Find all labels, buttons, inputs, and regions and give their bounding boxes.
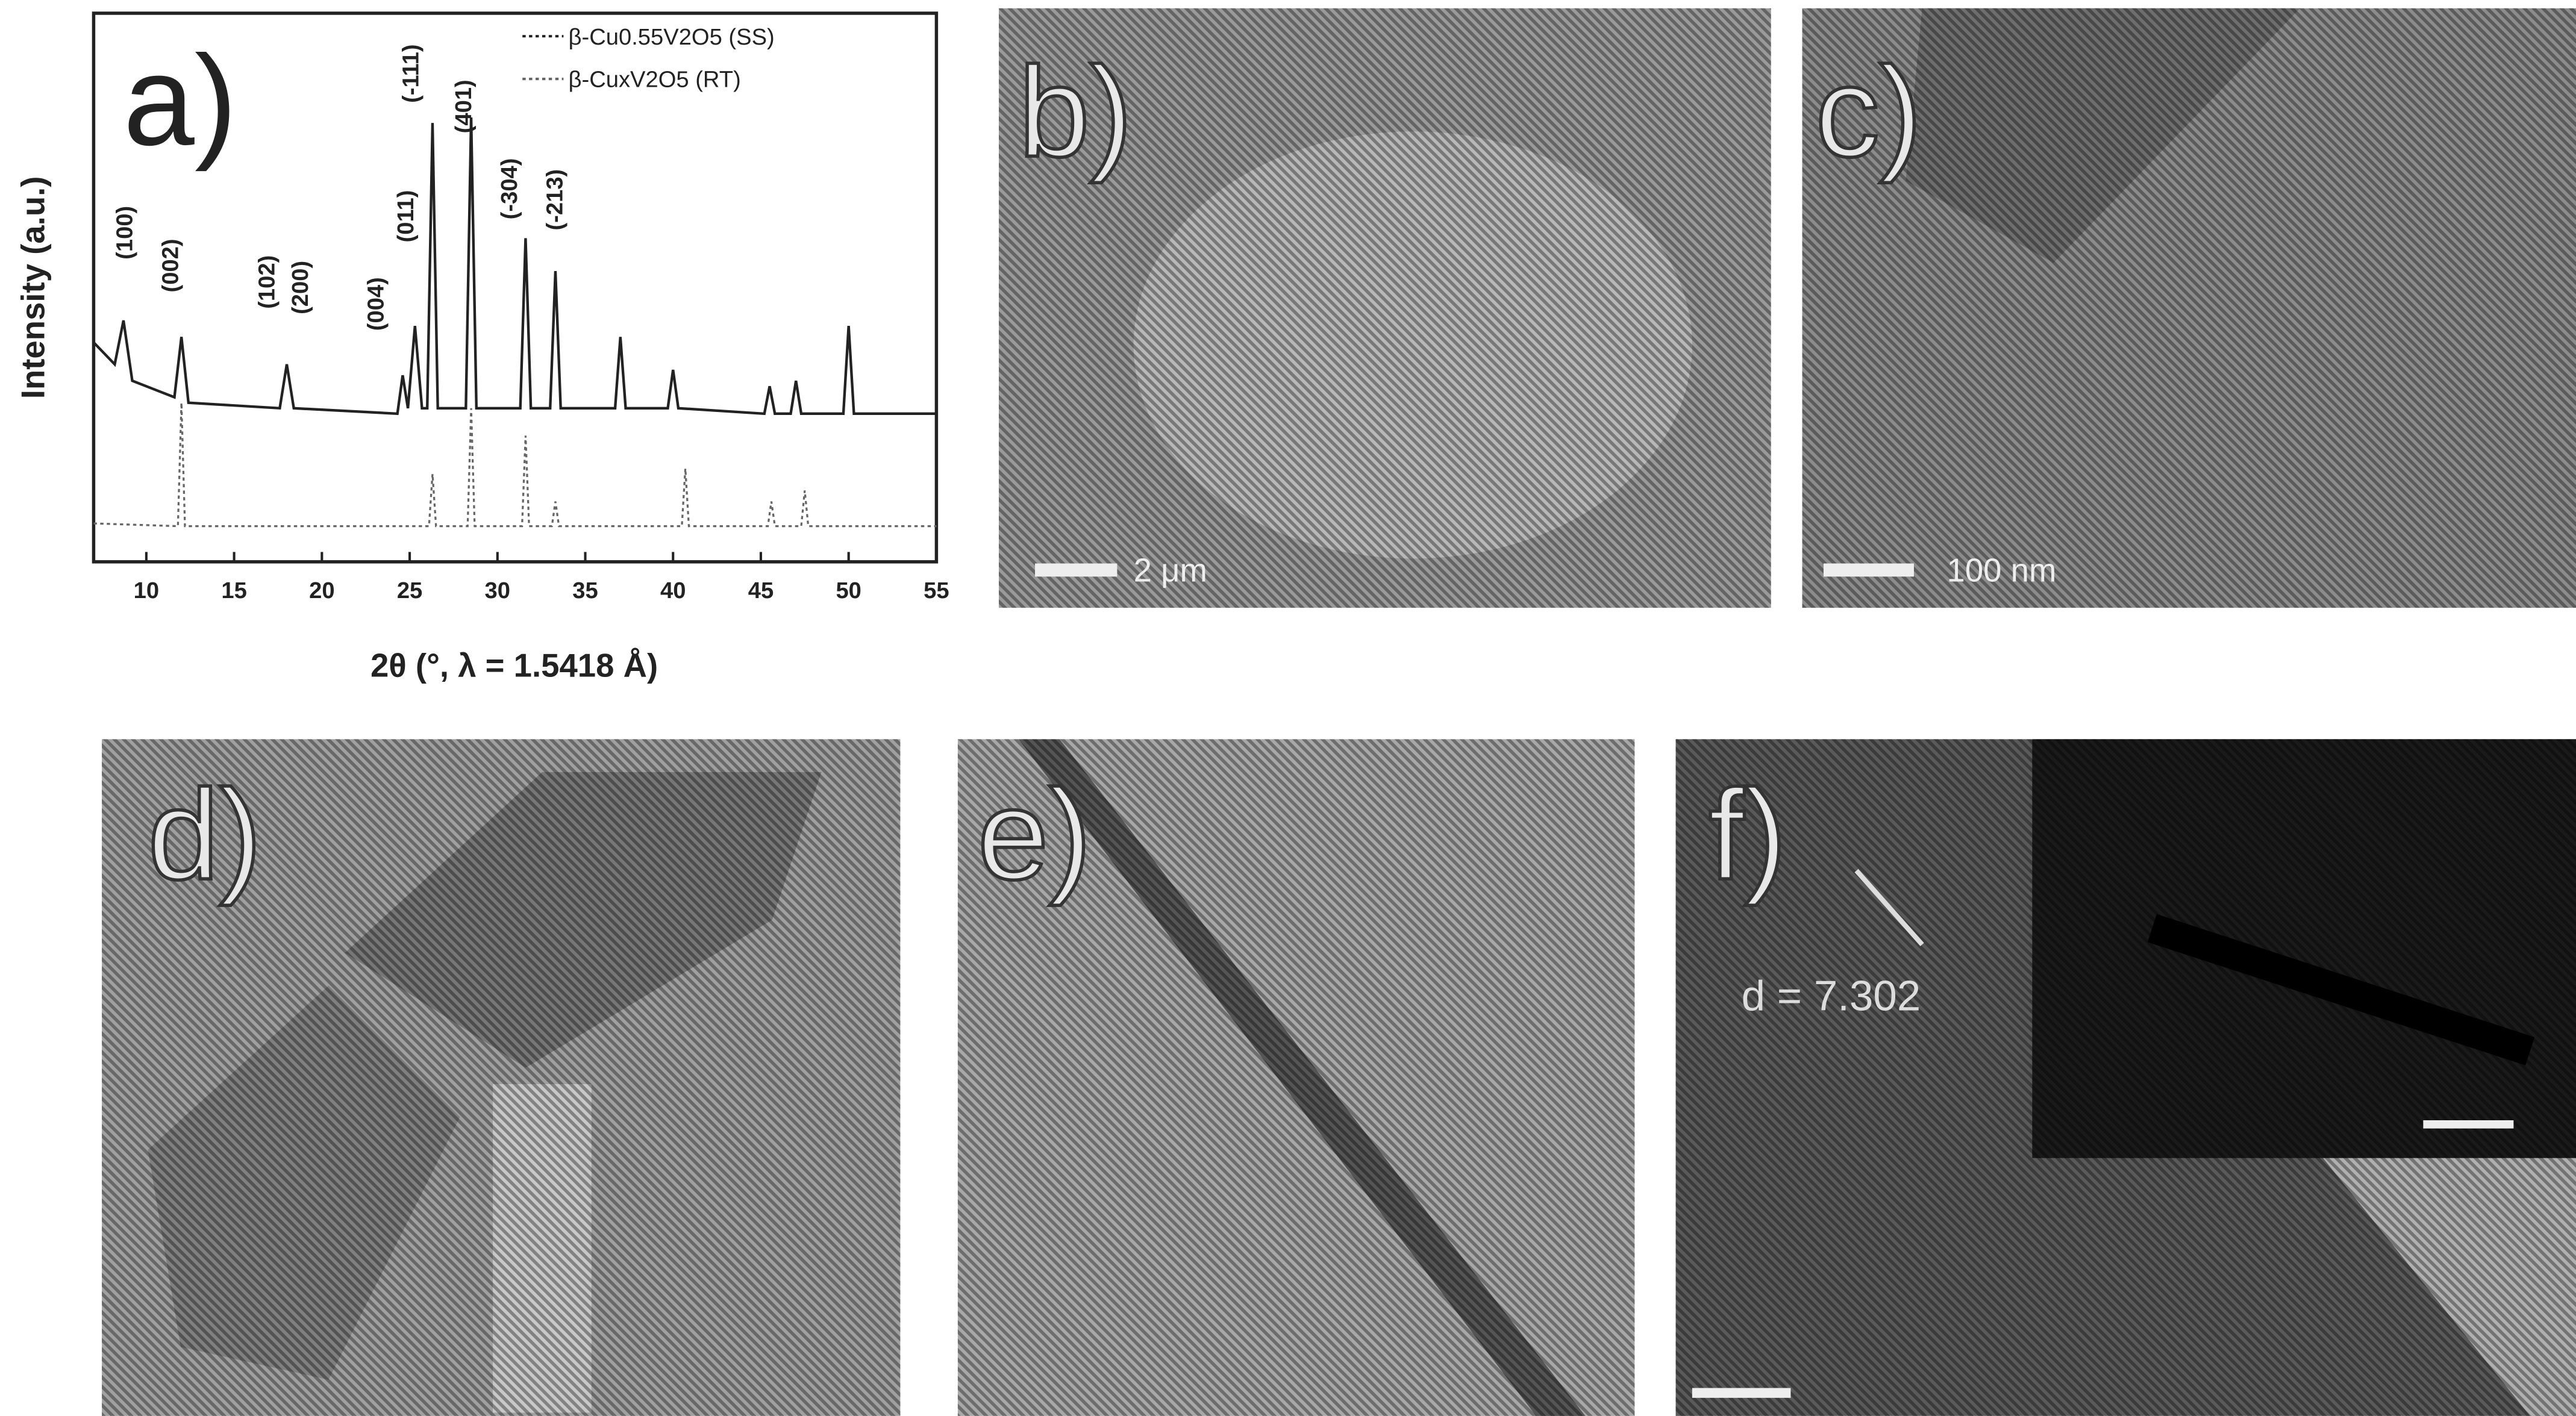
scale-bar-label: 100 nm — [1947, 552, 2057, 589]
panel-label: b) — [1019, 40, 1133, 184]
x-tick-label: 35 — [572, 578, 598, 604]
panel-label: c) — [1815, 40, 1922, 184]
d-spacing: d = 7.302 — [1742, 972, 1921, 1020]
y-axis-label: Intensity (a.u.) — [15, 176, 52, 399]
peak-label: (-111) — [398, 44, 424, 103]
scale-bar-label: 2 μm — [1134, 552, 1207, 589]
plot: 10 15 20 25 30 35 40 45 50 55 β-Cu0.55V2O5 (SS) β-C… — [92, 24, 949, 604]
panel-label: a) — [123, 29, 237, 172]
x-tick-label: 55 — [924, 578, 949, 604]
peak-label: (011) — [393, 190, 419, 242]
panel-d: d) — [102, 739, 901, 1416]
peak-label: (102) — [254, 255, 280, 309]
panel-b: b) 2 μm — [999, 8, 1771, 608]
peak-label: (401) — [451, 80, 477, 133]
legend-label: β-Cu0.55V2O5 (SS) — [569, 24, 775, 50]
scale-bar — [1824, 563, 1915, 577]
peak-label: (100) — [112, 206, 138, 260]
panel-label: e) — [978, 763, 1092, 906]
peak-label: (-304) — [496, 158, 522, 220]
peak-label: (200) — [287, 261, 313, 314]
x-tick-label: 20 — [309, 578, 334, 604]
peak-label: (002) — [157, 239, 183, 292]
peak-label: (004) — [363, 277, 389, 331]
x-tick-label: 25 — [397, 578, 422, 604]
panel-f: f) d = 7.302 — [1675, 739, 2576, 1416]
peak-label: (-213) — [542, 169, 568, 231]
x-axis-label: 2θ (°, λ = 1.5418 Å) — [370, 647, 658, 684]
x-tick-label: 15 — [221, 578, 246, 604]
legend-label: β-CuxV2O5 (RT) — [569, 67, 741, 93]
panel-label: d) — [148, 763, 261, 906]
panel-label: f) — [1708, 763, 1787, 906]
x-tick-label: 50 — [836, 578, 861, 604]
series-line — [92, 117, 937, 416]
x-tick-label: 40 — [660, 578, 686, 604]
series-line — [93, 402, 937, 528]
x-tick-label: 30 — [485, 578, 510, 604]
x-tick-label: 10 — [134, 578, 159, 604]
plot-frame — [92, 11, 939, 564]
scale-bar — [1035, 563, 1118, 577]
x-tick-label: 45 — [748, 578, 774, 604]
panel-c: c) 100 nm — [1802, 8, 2576, 608]
panel-e: e) — [957, 739, 1635, 1416]
